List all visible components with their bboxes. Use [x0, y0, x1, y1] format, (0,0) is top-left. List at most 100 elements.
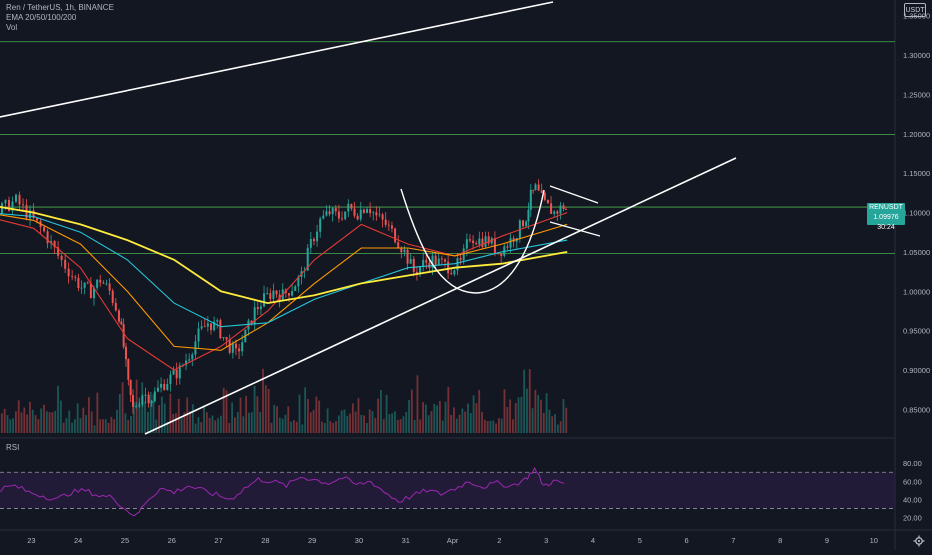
candle-body: [238, 348, 241, 352]
price-tick-label: 1.00000: [903, 287, 930, 296]
volume-bar: [166, 421, 169, 433]
volume-bar: [307, 398, 309, 433]
volume-bar: [217, 418, 219, 433]
candle-body: [412, 258, 415, 272]
candle-body: [550, 203, 553, 214]
volume-bar: [169, 393, 172, 433]
volume-bar: [54, 410, 57, 433]
currency-button[interactable]: USDT: [904, 3, 926, 17]
volume-bar: [556, 424, 559, 433]
candle-body: [206, 323, 209, 327]
candle-body: [83, 282, 86, 288]
volume-bar: [146, 411, 149, 433]
volume-bar: [517, 397, 520, 433]
volume-bar: [554, 414, 556, 433]
candle-body: [387, 224, 390, 226]
candle-body: [291, 290, 294, 296]
candle-body: [241, 342, 244, 352]
volume-bar: [371, 411, 374, 433]
volume-bar: [399, 419, 402, 433]
symbol-title[interactable]: Ren / TetherUS, 1h, BINANCE: [6, 3, 114, 12]
candle-body: [203, 326, 206, 328]
volume-bar: [368, 409, 371, 433]
volume-bar: [177, 398, 180, 433]
volume-bar: [93, 425, 96, 433]
volume-bar: [360, 414, 363, 433]
candle-body: [117, 310, 120, 322]
candle-body: [440, 258, 443, 260]
candle-body: [322, 215, 325, 219]
volume-legend[interactable]: Vol: [6, 23, 18, 32]
candle-body: [185, 360, 188, 366]
candle-body: [306, 247, 309, 271]
volume-bar: [304, 387, 307, 433]
volume-bar: [155, 419, 158, 433]
price-tick-label: 0.85000: [903, 405, 930, 414]
volume-bar: [242, 416, 245, 433]
volume-bar: [295, 421, 298, 433]
gear-icon[interactable]: [913, 535, 925, 547]
volume-bar: [85, 415, 87, 433]
volume-bar: [394, 411, 396, 433]
ema-legend[interactable]: EMA 20/50/100/200: [6, 13, 77, 22]
volume-bar: [467, 403, 469, 433]
candle-body: [36, 217, 39, 221]
volume-bar: [509, 399, 512, 433]
candle-body: [111, 290, 114, 303]
candle-body: [259, 306, 262, 310]
candle-body: [362, 209, 365, 213]
candle-body: [437, 258, 440, 265]
candle-body: [228, 339, 231, 353]
candle-body: [231, 343, 234, 353]
volume-bar: [433, 403, 436, 433]
volume-bar: [514, 403, 517, 433]
candle-body: [562, 205, 565, 210]
volume-bar: [144, 401, 146, 433]
volume-bar: [68, 410, 71, 433]
volume-bar: [138, 401, 141, 433]
candle-body: [316, 231, 319, 242]
volume-bar: [239, 397, 242, 433]
candle-body: [127, 359, 130, 380]
candle-body: [191, 354, 194, 360]
candle-body: [135, 406, 138, 408]
volume-bar: [464, 411, 467, 433]
candle-body: [525, 221, 528, 227]
candle-body: [353, 208, 356, 216]
candle-body: [356, 215, 359, 220]
candle-body: [266, 293, 269, 294]
time-tick-label: 10: [870, 536, 878, 545]
volume-bar: [290, 421, 292, 433]
volume-bar: [20, 412, 23, 433]
candle-body: [532, 189, 535, 191]
volume-bar: [354, 411, 357, 433]
volume-bar: [478, 389, 481, 433]
candle-body: [400, 247, 403, 253]
rsi-legend[interactable]: RSI: [6, 443, 20, 452]
volume-bar: [453, 407, 455, 433]
candle-body: [431, 255, 434, 268]
candle-body: [272, 290, 275, 299]
volume-bar: [152, 394, 155, 433]
volume-bar: [270, 422, 273, 433]
volume-bar: [492, 420, 495, 433]
volume-bar: [203, 405, 205, 433]
candle-body: [422, 259, 425, 267]
volume-bar: [408, 400, 410, 433]
candle-body: [468, 239, 471, 241]
volume-bar: [349, 413, 351, 433]
volume-bar: [321, 421, 323, 433]
volume-bar: [149, 392, 152, 433]
volume-bar: [219, 415, 222, 433]
volume-bar: [281, 418, 284, 433]
time-tick-label: 7: [731, 536, 735, 545]
candle-body: [225, 337, 228, 340]
volume-bar: [45, 411, 48, 433]
volume-bar: [107, 422, 110, 433]
volume-bar: [374, 417, 377, 433]
volume-bar: [200, 422, 203, 433]
volume-bar: [214, 420, 217, 433]
